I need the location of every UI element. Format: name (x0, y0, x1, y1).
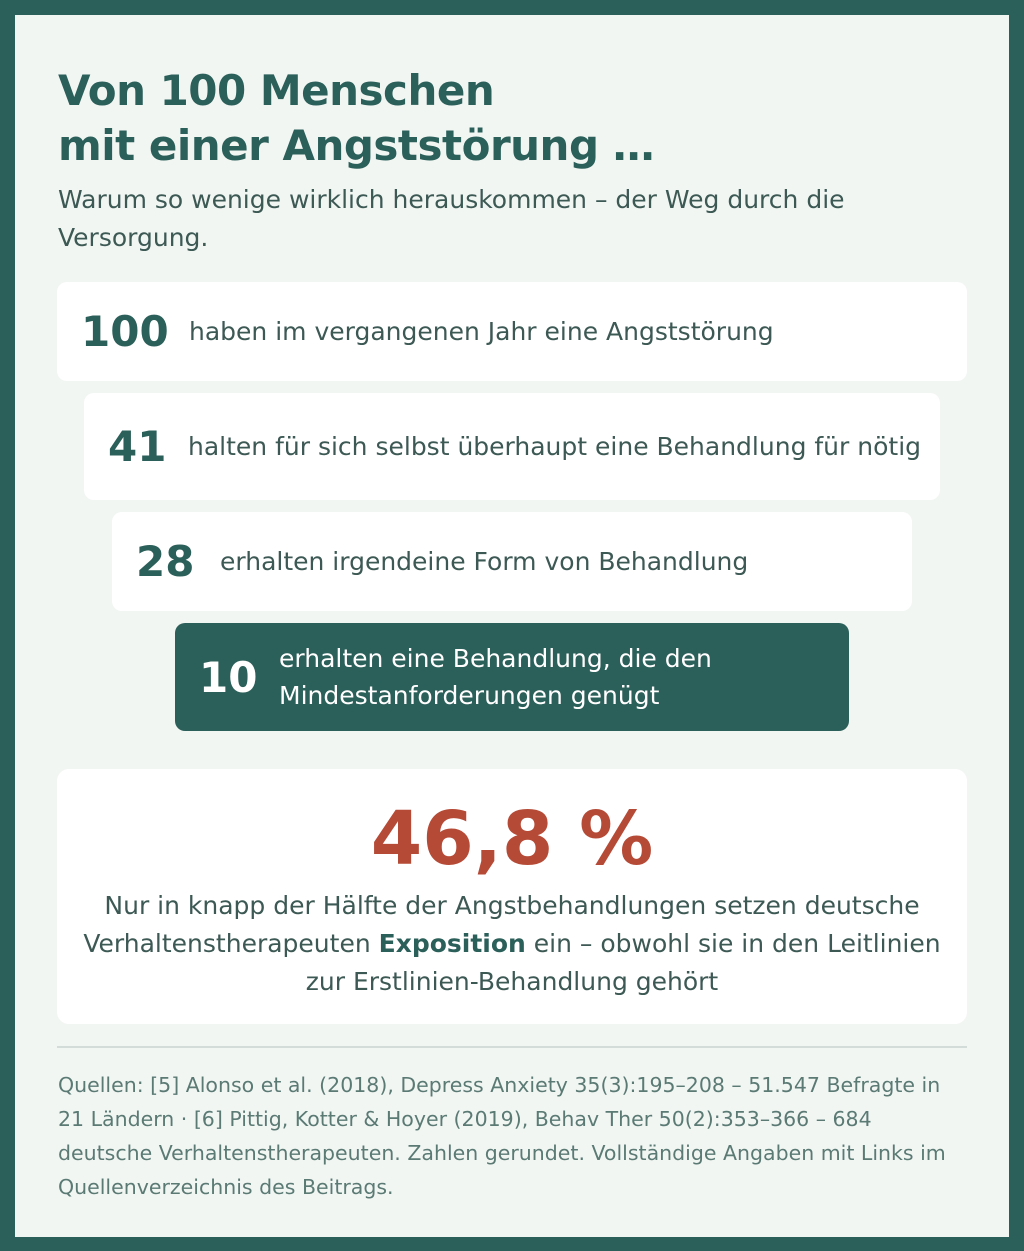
stat-emphasis: Exposition (378, 929, 526, 958)
funnel-label: erhalten eine Behandlung, die den Mindes… (279, 644, 712, 710)
funnel-value: 41 (108, 422, 167, 471)
funnel-row-28: 28 erhalten irgendeine Form von Behandlu… (112, 512, 912, 611)
page-title: Von 100 Menschen mit einer Angststörung … (58, 63, 655, 173)
stat-description: Nur in knapp der Hälfte der Angstbehandl… (77, 887, 947, 1001)
funnel-label: erhalten irgendeine Form von Behandlung (220, 547, 749, 576)
funnel-label: haben im vergangenen Jahr eine Angststör… (189, 317, 774, 346)
title-line-2: mit einer Angststörung … (58, 121, 655, 170)
infographic-card: Von 100 Menschen mit einer Angststörung … (15, 15, 1009, 1237)
title-line-1: Von 100 Menschen (58, 66, 495, 115)
divider (57, 1046, 967, 1048)
stat-box: 46,8 % Nur in knapp der Hälfte der Angst… (57, 769, 967, 1024)
funnel-value: 10 (199, 652, 258, 702)
stat-text-after: ein – obwohl sie in den Leitlinien zur E… (305, 929, 941, 996)
subtitle: Warum so wenige wirklich herauskommen – … (58, 185, 845, 252)
funnel-value: 28 (136, 537, 195, 586)
stat-value: 46,8 % (370, 796, 654, 882)
funnel-row-100: 100 haben im vergangenen Jahr eine Angst… (57, 282, 967, 381)
funnel-value: 100 (81, 307, 169, 356)
stat-text-before: Nur in knapp der Hälfte der Angstbehandl… (83, 891, 920, 958)
funnel-row-41: 41 halten für sich selbst überhaupt eine… (84, 393, 940, 500)
funnel-row-10-highlight: 10 erhalten eine Behandlung, die den Min… (175, 623, 849, 731)
funnel-label: halten für sich selbst überhaupt eine Be… (188, 432, 922, 461)
sources-note: Quellen: [5] Alonso et al. (2018), Depre… (58, 1073, 946, 1199)
